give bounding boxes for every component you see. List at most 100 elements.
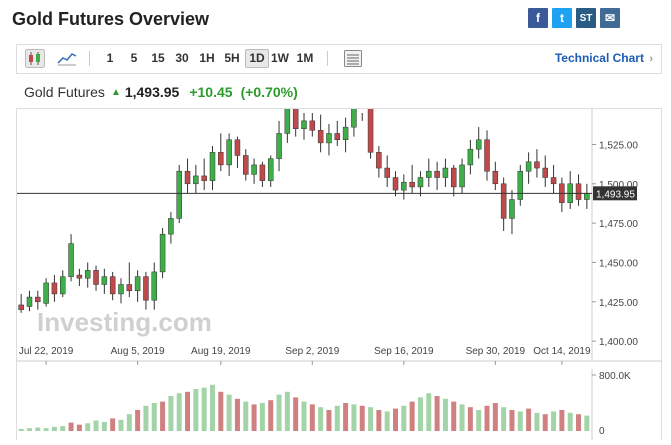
candle-body: [584, 192, 590, 200]
technical-chart-link[interactable]: Technical Chart ›: [555, 51, 653, 65]
interval-1m-button[interactable]: 1M: [296, 51, 314, 65]
price-change-percent: (+0.70%): [240, 84, 298, 100]
volume-bar: [368, 407, 374, 431]
volume-bar: [268, 400, 274, 431]
last-price-tag-label: 1,493.95: [596, 189, 635, 200]
volume-bar: [135, 410, 141, 431]
up-arrow-icon: ▲: [110, 86, 121, 98]
external-link-icon: ›: [649, 53, 653, 65]
table-view-icon[interactable]: [344, 50, 362, 67]
interval-15min-button[interactable]: 15: [151, 51, 165, 65]
interval-1w-button[interactable]: 1W: [271, 51, 289, 65]
candle-body: [168, 218, 174, 235]
candle-body: [517, 170, 524, 200]
volume-bar: [343, 403, 349, 431]
candle-body: [317, 130, 324, 144]
candle-body: [193, 175, 199, 185]
volume-bar: [476, 410, 482, 431]
volume-bar: [243, 401, 249, 431]
candle-body: [84, 270, 91, 279]
volume-bar: [376, 410, 382, 431]
volume-bar: [326, 410, 332, 431]
candle-body: [334, 133, 341, 140]
line-chart-type-button[interactable]: [57, 51, 77, 66]
instrument-name: Gold Futures: [24, 84, 105, 100]
email-icon[interactable]: ✉: [600, 8, 620, 28]
candle-body: [500, 183, 507, 219]
candle-body: [76, 274, 83, 279]
candle-body: [126, 284, 133, 292]
volume-bar: [176, 393, 182, 431]
candle-body: [218, 152, 224, 166]
candle-body: [234, 139, 241, 156]
candle-body: [118, 284, 124, 295]
volume-bar: [526, 408, 532, 431]
interval-5h-button[interactable]: 5H: [224, 51, 240, 65]
last-price: 1,493.95: [124, 84, 180, 100]
quote-summary: Gold Futures ▲ 1,493.95 +10.45 (+0.70%): [24, 84, 298, 100]
candle-body: [351, 104, 357, 128]
volume-bar: [68, 422, 74, 431]
chart-area[interactable]: Investing.com 1,525.00 1,500.00 1,475.00 1,4…: [16, 95, 662, 440]
volume-bar: [218, 391, 224, 431]
volume-axis-label: 800.0K: [599, 371, 631, 382]
candle-body: [392, 177, 399, 191]
volume-bar: [76, 424, 82, 431]
volume-bar: [442, 398, 448, 431]
volume-bar: [426, 393, 432, 431]
x-tick-label: Oct 14, 2019: [533, 346, 591, 357]
page-title: Gold Futures Overview: [12, 9, 210, 29]
candle-body: [251, 164, 257, 175]
candle-body: [151, 271, 158, 301]
candle-body: [575, 183, 582, 200]
volume-bar: [484, 405, 490, 431]
volume-bar: [193, 389, 199, 431]
volume-bar: [459, 404, 465, 431]
interval-1h-button[interactable]: 1H: [199, 51, 215, 65]
volume-bar: [60, 426, 66, 431]
candle-body: [467, 148, 474, 166]
candle-body: [342, 126, 349, 140]
candle-body: [484, 139, 490, 172]
candle-body: [309, 120, 316, 131]
volume-bar: [259, 403, 265, 431]
volume-bar: [451, 401, 457, 431]
candle-body: [550, 177, 557, 185]
interval-1d-button[interactable]: 1D: [245, 49, 269, 68]
candlestick-type-button[interactable]: [25, 49, 45, 68]
last-price-tag: [593, 186, 637, 201]
interval-30min-button[interactable]: 30: [175, 51, 189, 65]
candle-body: [259, 164, 266, 181]
candle-body: [18, 304, 24, 310]
x-tick-label: Sep 30, 2019: [466, 346, 526, 357]
volume-bar: [576, 414, 582, 431]
facebook-icon[interactable]: f: [528, 8, 548, 28]
candle-body: [51, 282, 58, 295]
share-bar: f t ST ✉: [528, 8, 620, 28]
technical-chart-label: Technical Chart: [554, 51, 644, 65]
candle-body: [434, 170, 440, 178]
candle-body: [525, 161, 532, 172]
candle-body: [542, 167, 548, 178]
stocktwits-icon[interactable]: ST: [576, 8, 596, 28]
volume-bar: [85, 423, 91, 431]
candle-body: [176, 170, 182, 219]
volume-bar: [567, 412, 573, 431]
volume-bar: [234, 398, 240, 431]
candle-body: [143, 276, 149, 301]
candlestick-chart[interactable]: Investing.com 1,525.00 1,500.00 1,475.00 1,4…: [17, 95, 661, 440]
candle-body: [43, 282, 49, 304]
twitter-icon[interactable]: t: [552, 8, 572, 28]
volume-axis-label: 0: [599, 426, 605, 437]
chart-toolbar: 1 5 15 30 1H 5H 1D 1W 1M Technical Chart…: [16, 44, 662, 74]
x-tick-label: Sep 2, 2019: [285, 346, 339, 357]
candle-body: [384, 167, 390, 178]
candle-body: [201, 175, 207, 181]
volume-bar: [35, 427, 41, 431]
x-tick-label: Aug 5, 2019: [111, 346, 165, 357]
x-tick-label: Aug 19, 2019: [191, 346, 251, 357]
interval-5min-button[interactable]: 5: [130, 51, 138, 65]
interval-1min-button[interactable]: 1: [106, 51, 114, 65]
candle-body: [442, 167, 449, 178]
candle-body: [292, 104, 299, 129]
